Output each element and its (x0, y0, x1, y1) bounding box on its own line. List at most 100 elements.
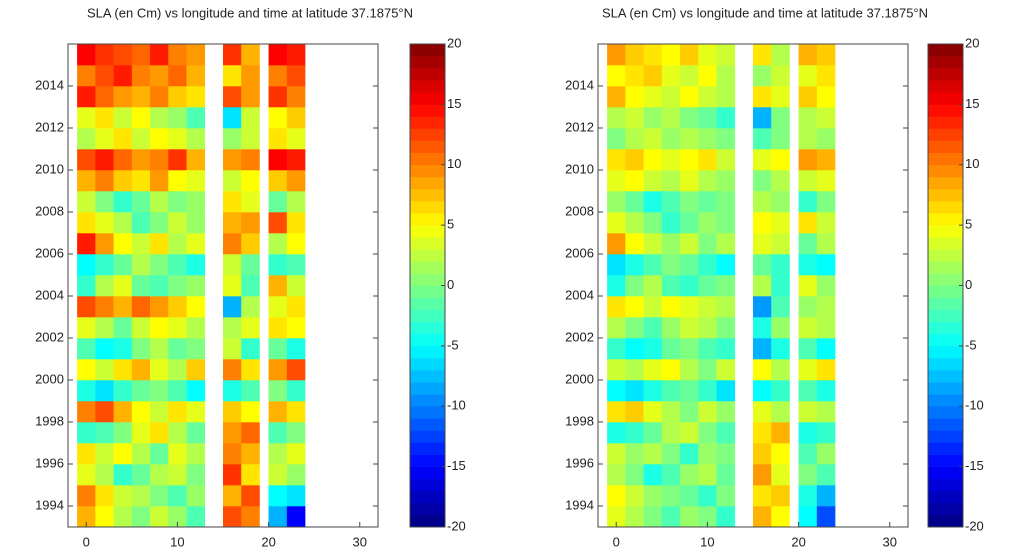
heatmap-cell (95, 401, 114, 423)
colorbar-tick-label: 20 (965, 35, 979, 50)
heatmap-cell (95, 170, 114, 192)
heatmap-cell (113, 170, 133, 192)
heatmap-cell (223, 170, 242, 192)
heatmap-cell (223, 464, 242, 486)
colorbar-tick-label: 15 (965, 96, 979, 111)
colorbar-step (410, 454, 445, 467)
heatmap-cell (753, 86, 772, 108)
heatmap-cell (113, 317, 133, 339)
heatmap-cell (771, 44, 790, 66)
heatmap-cell (661, 275, 681, 297)
heatmap-cell (643, 422, 663, 444)
heatmap-cell (816, 401, 836, 423)
heatmap-cell (286, 296, 306, 318)
heatmap-cell (680, 254, 699, 276)
heatmap-cell (643, 44, 663, 66)
heatmap-cell (716, 212, 736, 234)
heatmap-cell (223, 380, 242, 402)
heatmap-cell (607, 254, 626, 276)
heatmap-cell (680, 464, 699, 486)
heatmap-cell (816, 422, 836, 444)
heatmap-cell (186, 506, 206, 528)
colorbar-step (410, 188, 445, 202)
colorbar-step (410, 140, 445, 153)
heatmap-cell (77, 275, 96, 297)
heatmap-cell (268, 443, 288, 465)
heatmap-cell (286, 65, 306, 87)
heatmap-cell (716, 149, 736, 171)
heatmap-cell (186, 86, 206, 108)
heatmap-cell (113, 65, 133, 87)
heatmap-cell (798, 212, 818, 234)
heatmap-cell (753, 485, 772, 507)
heatmap-cell (625, 191, 644, 213)
colorbar-step (410, 237, 445, 250)
heatmap-cell (680, 149, 699, 171)
heatmap-cell (753, 338, 772, 360)
heatmap-cell (607, 44, 626, 66)
heatmap-cell (753, 254, 772, 276)
colorbar-step (928, 478, 963, 492)
heatmap-cell (168, 233, 187, 255)
heatmap-cell (698, 170, 717, 192)
heatmap-cell (223, 317, 242, 339)
heatmap-cell (698, 212, 717, 234)
heatmap-cell (643, 485, 663, 507)
colorbar-step (410, 285, 445, 298)
heatmap-cell (186, 233, 206, 255)
x-tick-label: 20 (791, 534, 805, 549)
heatmap-cell (131, 317, 151, 339)
y-tick-label: 2000 (35, 371, 64, 386)
heatmap-cell (607, 149, 626, 171)
heatmap-cell (186, 275, 206, 297)
heatmap-cell (625, 233, 644, 255)
heatmap-cell (625, 317, 644, 339)
x-tick-label: 0 (83, 534, 90, 549)
heatmap-cell (661, 86, 681, 108)
colorbar-step (928, 297, 963, 310)
heatmap-cell (150, 422, 169, 444)
heatmap-cell (286, 485, 306, 507)
heatmap-cell (168, 464, 187, 486)
heatmap-cell (131, 86, 151, 108)
heatmap-cell (771, 296, 790, 318)
heatmap-cell (131, 296, 151, 318)
heatmap-cell (241, 44, 260, 66)
colorbar-step (928, 382, 963, 395)
heatmap-cell (643, 275, 663, 297)
heatmap-cell (771, 149, 790, 171)
heatmap-cell (286, 443, 306, 465)
heatmap-cell (241, 275, 260, 297)
heatmap-cell (698, 338, 717, 360)
heatmap-cell (816, 338, 836, 360)
x-tick-label: 10 (170, 534, 184, 549)
colorbar-step (928, 152, 963, 166)
plot-frame (597, 43, 909, 528)
heatmap-cell (716, 401, 736, 423)
heatmap-cell (625, 296, 644, 318)
heatmap-cell (168, 212, 187, 234)
x-tick-label: 20 (261, 534, 275, 549)
heatmap-cell (223, 401, 242, 423)
heatmap-cell (643, 296, 663, 318)
heatmap-cell (77, 212, 96, 234)
heatmap-cell (798, 107, 818, 129)
colorbar-step (928, 225, 963, 238)
heatmap-cell (113, 233, 133, 255)
colorbar-step (928, 140, 963, 153)
heatmap-cell (186, 149, 206, 171)
heatmap-cell (286, 317, 306, 339)
colorbar-step (410, 394, 445, 407)
heatmap-cell (716, 107, 736, 129)
heatmap-cell (286, 149, 306, 171)
heatmap-cell (680, 86, 699, 108)
colorbar-step (928, 104, 963, 117)
heatmap-cell (168, 128, 187, 150)
colorbar-step (410, 490, 445, 504)
heatmap-cell (286, 254, 306, 276)
colorbar-tick-label: 20 (447, 35, 461, 50)
heatmap-cell (168, 317, 187, 339)
heatmap-cell (698, 107, 717, 129)
heatmap-cell (661, 506, 681, 528)
heatmap-cell (698, 191, 717, 213)
